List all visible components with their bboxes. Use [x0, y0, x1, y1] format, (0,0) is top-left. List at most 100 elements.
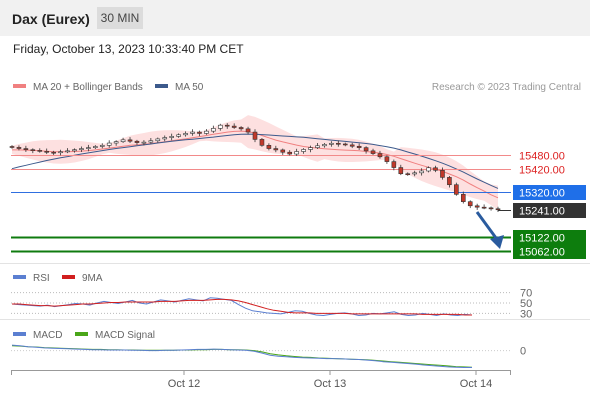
candlestick-layer	[9, 123, 501, 212]
candle-body	[287, 151, 293, 155]
macd-legend: MACD MACD Signal	[13, 330, 155, 341]
candle-body	[440, 169, 445, 178]
candle-body	[273, 148, 279, 151]
candle-body	[495, 208, 501, 211]
candle-body	[481, 206, 487, 209]
candle-body	[51, 151, 56, 154]
candle-body	[329, 142, 334, 145]
candle-body	[266, 145, 272, 149]
candle-body	[467, 201, 473, 207]
candle-body	[211, 128, 216, 132]
candle-body	[391, 161, 397, 168]
candle-body	[16, 147, 22, 149]
ma20-legend-swatch	[13, 84, 26, 88]
forecast-arrow-shaft	[475, 211, 498, 239]
time-axis-label: Oct 14	[460, 378, 492, 390]
bollinger-band	[12, 115, 498, 210]
candle-body	[72, 149, 77, 152]
candle-body	[308, 147, 313, 150]
candle-body	[155, 138, 161, 142]
candle-body	[412, 172, 417, 175]
macd-signal-legend-swatch	[75, 332, 88, 336]
header-bar: Dax (Eurex) 30 MIN	[0, 0, 590, 36]
candle-body	[183, 133, 188, 136]
candle-body	[141, 141, 147, 144]
candle-body	[349, 144, 355, 147]
candle-body	[120, 139, 126, 142]
candle-body	[460, 194, 466, 202]
rsi-9ma-line	[12, 298, 472, 316]
time-axis-label: Oct 13	[314, 378, 346, 390]
candle-body	[134, 140, 140, 143]
ma20-legend-label: MA 20 + Bollinger Bands	[33, 82, 143, 93]
last-price-label: 15241.00	[519, 206, 565, 218]
candle-body	[384, 156, 390, 162]
candle-body	[322, 144, 327, 147]
candle-body	[58, 151, 63, 154]
candle-body	[9, 146, 15, 148]
target-label: 15122.00	[519, 233, 565, 245]
rsi9ma-legend-swatch	[62, 275, 75, 279]
target-label-box	[513, 244, 586, 259]
candle-body	[301, 149, 306, 152]
pivot-label-box	[513, 185, 586, 200]
candle-body	[252, 131, 258, 140]
candle-body	[426, 167, 431, 172]
candle-body	[231, 125, 237, 128]
rsi-tick-label: 30	[520, 308, 532, 320]
candle-body	[433, 167, 438, 171]
rsi-line	[11, 297, 473, 317]
last-price-label-box	[513, 203, 586, 218]
candle-body	[217, 124, 223, 129]
candle-body	[447, 177, 452, 186]
rsi-tick-label: 50	[520, 298, 532, 310]
rsi-legend-label: RSI	[33, 273, 50, 284]
candle-body	[148, 140, 154, 143]
watermark: Research © 2023 Trading Central	[432, 82, 581, 93]
rsi-tick-label: 70	[520, 288, 532, 300]
candle-body	[474, 205, 480, 208]
price-level-layer	[11, 155, 511, 253]
candle-body	[398, 167, 404, 175]
macd-tick-label: 0	[520, 346, 526, 358]
target-label: 15062.00	[519, 247, 565, 259]
candle-body	[405, 173, 411, 176]
candle-body	[370, 150, 376, 154]
candle-body	[259, 139, 265, 146]
candle-body	[377, 153, 383, 158]
target-label-box	[513, 230, 586, 245]
macd-legend-swatch	[13, 332, 26, 336]
candle-body	[488, 207, 494, 210]
candle-body	[342, 143, 348, 146]
candle-body	[65, 150, 70, 153]
candle-body	[245, 128, 251, 133]
candle-body	[224, 124, 230, 127]
candle-body	[113, 141, 119, 144]
candle-body	[37, 150, 43, 152]
candle-body	[169, 136, 174, 138]
rsi-legend-swatch	[13, 275, 26, 279]
candle-body	[23, 148, 29, 150]
candle-body	[127, 139, 133, 142]
candle-body	[197, 131, 202, 134]
time-axis-label: Oct 12	[168, 378, 200, 390]
macd-signal-legend-label: MACD Signal	[95, 330, 155, 341]
bollinger-band-layer	[12, 115, 498, 210]
timeframe-badge[interactable]: 30 MIN	[97, 7, 143, 29]
level-label-layer: 15480.00 15420.00 15320.00 15241.00 15122.00…	[513, 151, 586, 259]
candle-body	[356, 145, 362, 148]
candle-body	[93, 146, 98, 148]
resistance-label: 15480.00	[519, 151, 565, 163]
candle-body	[30, 149, 36, 151]
candle-body	[204, 130, 209, 134]
candle-body	[99, 145, 105, 147]
candle-body	[280, 149, 286, 153]
chart-datetime: Friday, October 13, 2023 10:33:40 PM CET	[13, 42, 244, 56]
forecast-arrow-layer	[475, 211, 504, 249]
candle-body	[238, 127, 244, 130]
candle-body	[190, 131, 195, 134]
ma50-legend-swatch	[155, 84, 168, 88]
candle-body	[315, 145, 320, 148]
